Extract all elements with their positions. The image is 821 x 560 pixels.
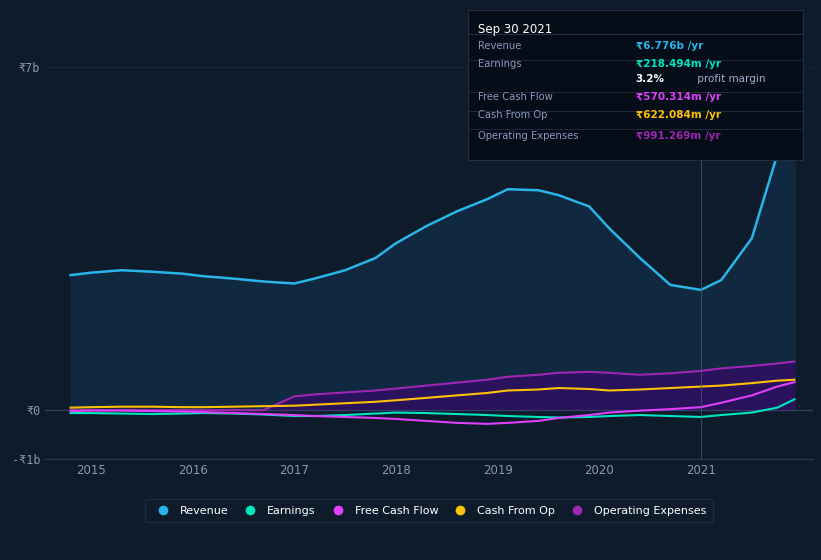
Text: 3.2%: 3.2%	[635, 74, 664, 84]
Text: Revenue: Revenue	[478, 41, 521, 51]
Text: Earnings: Earnings	[478, 59, 521, 69]
Text: Cash From Op: Cash From Op	[478, 110, 548, 120]
Text: ₹570.314m /yr: ₹570.314m /yr	[635, 92, 721, 102]
Text: ₹6.776b /yr: ₹6.776b /yr	[635, 41, 703, 51]
Text: Sep 30 2021: Sep 30 2021	[478, 24, 553, 36]
Text: ₹622.084m /yr: ₹622.084m /yr	[635, 110, 721, 120]
Text: Free Cash Flow: Free Cash Flow	[478, 92, 553, 102]
Text: ₹991.269m /yr: ₹991.269m /yr	[635, 131, 720, 141]
Text: ₹218.494m /yr: ₹218.494m /yr	[635, 59, 721, 69]
Legend: Revenue, Earnings, Free Cash Flow, Cash From Op, Operating Expenses: Revenue, Earnings, Free Cash Flow, Cash …	[145, 499, 713, 522]
Text: Operating Expenses: Operating Expenses	[478, 131, 579, 141]
Text: profit margin: profit margin	[694, 74, 766, 84]
